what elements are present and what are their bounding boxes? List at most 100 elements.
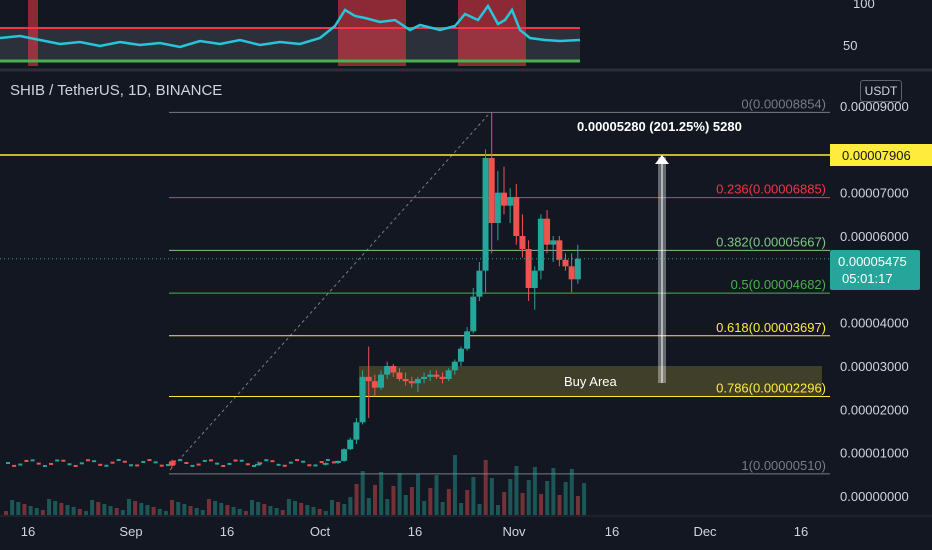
measure-arrow-head <box>655 155 669 164</box>
volume-bar <box>305 505 310 515</box>
countdown-text: 05:01:17 <box>842 271 893 286</box>
volume-bar <box>459 503 464 515</box>
fib-label: 0.618(0.00003697) <box>716 320 826 335</box>
volume-bar <box>194 508 199 515</box>
volume-bar <box>483 460 488 515</box>
fib-label: 0.5(0.00004682) <box>731 277 826 292</box>
candle <box>239 459 244 462</box>
indicator-pane <box>0 0 830 70</box>
candle <box>550 236 557 263</box>
price-tick: 0.00000000 <box>840 489 909 504</box>
time-axis[interactable]: 16 Sep 16 Oct 16 Nov 16 Dec 16 <box>21 524 808 539</box>
symbol-title[interactable]: SHIB / TetherUS, 1D, BINANCE <box>10 82 223 99</box>
candle <box>390 363 397 377</box>
candle <box>427 370 434 382</box>
volume-bar <box>508 479 513 515</box>
candle-body <box>488 158 495 224</box>
candle-body <box>390 366 397 373</box>
candle <box>464 327 471 351</box>
fib-label: 1(0.00000510) <box>741 458 826 473</box>
overbought-zone <box>338 0 406 66</box>
candle <box>18 463 23 466</box>
volume-bar <box>575 496 580 515</box>
candle <box>556 236 563 267</box>
candle <box>402 372 409 386</box>
candle <box>334 460 341 464</box>
candle <box>439 372 446 384</box>
candle <box>227 462 232 465</box>
candle <box>519 214 526 258</box>
volume-bar <box>299 503 304 515</box>
candle <box>104 464 109 467</box>
volume-bar <box>231 507 236 515</box>
candle <box>359 370 366 425</box>
candle <box>288 461 293 464</box>
time-tick: 16 <box>794 524 808 539</box>
candle <box>110 461 115 464</box>
candle <box>92 460 97 463</box>
candle-body <box>384 366 391 375</box>
candle <box>525 240 532 301</box>
price-axis[interactable]: 0.00009000 0.00007000 0.00006000 0.00004000… <box>840 99 909 504</box>
candles <box>0 112 830 468</box>
volume-bar <box>409 487 414 515</box>
candle <box>421 372 428 384</box>
price-tick: 0.00001000 <box>840 446 909 461</box>
last-price-tag-text: 0.00005475 <box>838 254 907 269</box>
volume-bar <box>4 511 8 515</box>
candle-body <box>544 218 551 245</box>
candle <box>482 149 489 293</box>
candle-body <box>378 374 384 388</box>
candle <box>384 361 391 379</box>
volume-bar <box>90 500 95 515</box>
candle <box>61 459 66 462</box>
candle <box>537 214 544 280</box>
candle <box>301 460 306 463</box>
volume-bar <box>551 468 556 515</box>
volume-bar <box>286 499 291 515</box>
candle-body <box>482 158 489 271</box>
candle-body <box>550 240 557 245</box>
candle <box>208 459 213 462</box>
candle-body <box>501 192 507 206</box>
volume-bar <box>379 472 384 515</box>
candle <box>322 462 329 466</box>
volume-bar <box>471 477 476 515</box>
candle <box>307 464 312 467</box>
volume-bar <box>446 489 451 515</box>
candle <box>178 459 183 462</box>
volume-bar <box>139 503 144 515</box>
volume-bar <box>329 500 334 515</box>
volume-bar <box>477 504 482 515</box>
buy-area-label: Buy Area <box>564 374 618 389</box>
volume-bar <box>452 455 457 515</box>
price-tick: 0.00007000 <box>840 186 909 201</box>
candle <box>319 461 324 464</box>
time-tick: 16 <box>21 524 35 539</box>
candle-body <box>433 374 440 377</box>
candle-body <box>396 372 403 379</box>
candle <box>371 374 378 397</box>
volume-bar <box>59 503 64 515</box>
candle <box>12 464 17 467</box>
candle-body <box>507 197 514 206</box>
currency-badge[interactable]: USDT <box>860 80 902 102</box>
volume-bar <box>489 478 494 515</box>
candle <box>562 253 569 271</box>
candle-body <box>513 197 520 237</box>
candle-body <box>451 361 458 371</box>
volume-bar <box>342 504 347 515</box>
candle <box>122 460 127 463</box>
candle <box>445 368 452 382</box>
candle <box>196 463 201 466</box>
candle <box>408 376 415 388</box>
candle <box>270 460 275 463</box>
candle-body <box>537 218 544 271</box>
candle <box>282 464 287 467</box>
overbought-zone <box>458 0 526 66</box>
time-tick: 16 <box>220 524 234 539</box>
candle <box>129 464 133 467</box>
time-tick: 16 <box>408 524 422 539</box>
candle <box>190 464 195 467</box>
